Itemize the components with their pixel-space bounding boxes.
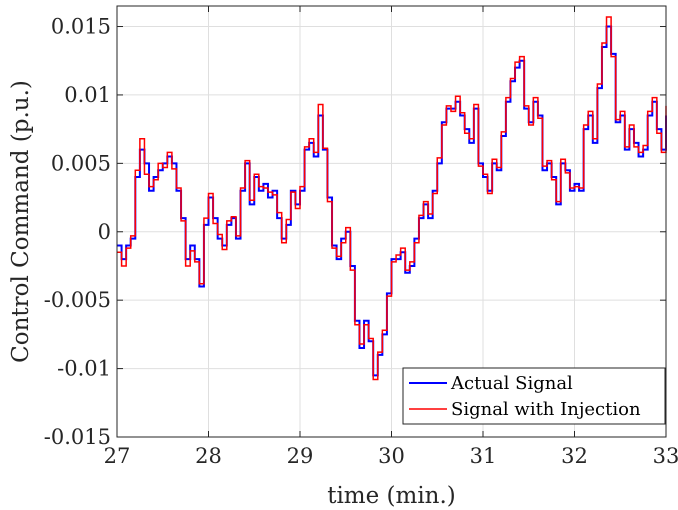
y-tick-label: 0.01: [64, 83, 111, 107]
legend-box: [402, 367, 666, 425]
y-tick-label: -0.015: [44, 425, 111, 449]
x-tick-label: 30: [378, 444, 405, 468]
legend-label-signal-with-injection: Signal with Injection: [451, 399, 641, 420]
x-axis-label: time (min.): [327, 483, 456, 509]
x-tick-label: 29: [287, 444, 314, 468]
x-tick-label: 31: [470, 444, 497, 468]
x-tick-label: 27: [104, 444, 131, 468]
series-line-signal-with-injection: [117, 16, 667, 381]
legend: Actual Signal Signal with Injection: [402, 367, 666, 425]
y-tick-label: 0.005: [51, 151, 111, 175]
y-axis-label: Control Command (p.u.): [8, 80, 34, 363]
plot-area: [117, 16, 667, 381]
legend-label-actual-signal: Actual Signal: [450, 373, 573, 394]
x-tick-label: 28: [195, 444, 222, 468]
y-tick-label: -0.005: [44, 288, 111, 312]
y-tick-label: 0.015: [51, 15, 111, 39]
x-tick-label: 32: [561, 444, 588, 468]
y-tick-label: 0: [98, 220, 111, 244]
tick-labels: 27 28 29 30 31 32 33 -0.015 -0.01 -0.005 0 0.005 0.0…: [44, 15, 678, 468]
y-tick-label: -0.01: [57, 357, 111, 381]
x-tick-label: 33: [653, 444, 678, 468]
